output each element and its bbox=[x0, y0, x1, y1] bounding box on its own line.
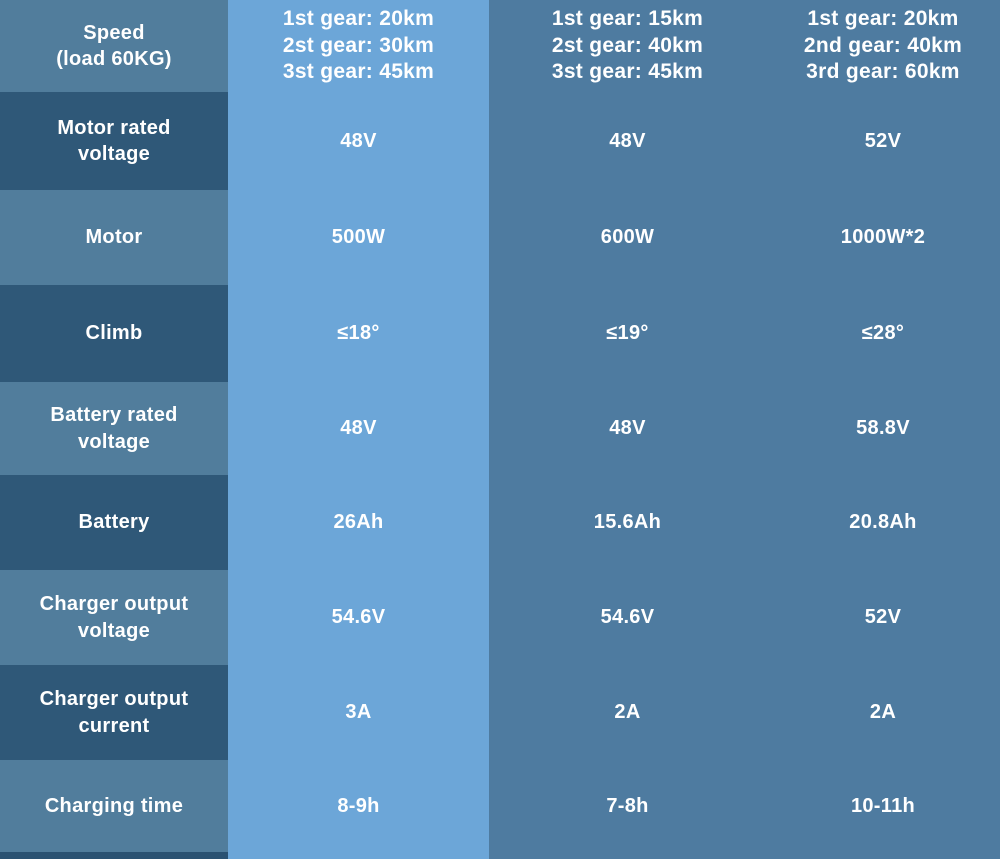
spec-value-battery-rated-voltage-variant3: 58.8V bbox=[766, 382, 1000, 475]
table-row-climb: Climb ≤18° ≤19° ≤28° bbox=[0, 285, 1000, 382]
spec-value-motor-variant2: 600W bbox=[489, 190, 766, 285]
table-row-speed: Speed (load 60KG) 1st gear: 20km 2st gea… bbox=[0, 0, 1000, 92]
table-row-battery: Battery 26Ah 15.6Ah 20.8Ah bbox=[0, 475, 1000, 570]
row-label-speed: Speed (load 60KG) bbox=[0, 0, 228, 92]
partial-row-value-cell-1 bbox=[228, 852, 489, 859]
spec-value-battery-variant2: 15.6Ah bbox=[489, 475, 766, 570]
row-label-charging-time: Charging time bbox=[0, 760, 228, 852]
spec-value-climb-variant2: ≤19° bbox=[489, 285, 766, 382]
spec-value-climb-variant3: ≤28° bbox=[766, 285, 1000, 382]
spec-value-climb-variant1: ≤18° bbox=[228, 285, 489, 382]
row-label-motor: Motor bbox=[0, 190, 228, 285]
spec-value-motor-rated-voltage-variant1: 48V bbox=[228, 92, 489, 190]
table-row-battery-rated-voltage: Battery rated voltage 48V 48V 58.8V bbox=[0, 382, 1000, 475]
row-label-motor-rated-voltage: Motor rated voltage bbox=[0, 92, 228, 190]
spec-value-speed-variant1: 1st gear: 20km 2st gear: 30km 3st gear: … bbox=[228, 0, 489, 92]
spec-value-speed-variant2: 1st gear: 15km 2st gear: 40km 3st gear: … bbox=[489, 0, 766, 92]
table-row-motor: Motor 500W 600W 1000W*2 bbox=[0, 190, 1000, 285]
spec-value-battery-rated-voltage-variant1: 48V bbox=[228, 382, 489, 475]
row-label-charger-output-voltage: Charger output voltage bbox=[0, 570, 228, 665]
table-row-motor-rated-voltage: Motor rated voltage 48V 48V 52V bbox=[0, 92, 1000, 190]
spec-value-speed-variant3: 1st gear: 20km 2nd gear: 40km 3rd gear: … bbox=[766, 0, 1000, 92]
spec-value-battery-variant3: 20.8Ah bbox=[766, 475, 1000, 570]
spec-value-charger-output-current-variant2: 2A bbox=[489, 665, 766, 760]
row-label-battery: Battery bbox=[0, 475, 228, 570]
spec-value-motor-rated-voltage-variant2: 48V bbox=[489, 92, 766, 190]
table-row-partial-next bbox=[0, 852, 1000, 859]
partial-row-value-cell-2 bbox=[489, 852, 766, 859]
partial-row-label-cell bbox=[0, 852, 228, 859]
row-label-battery-rated-voltage: Battery rated voltage bbox=[0, 382, 228, 475]
spec-value-charger-output-voltage-variant3: 52V bbox=[766, 570, 1000, 665]
spec-value-charging-time-variant1: 8-9h bbox=[228, 760, 489, 852]
row-label-charger-output-current: Charger output current bbox=[0, 665, 228, 760]
spec-value-motor-variant1: 500W bbox=[228, 190, 489, 285]
spec-value-charging-time-variant2: 7-8h bbox=[489, 760, 766, 852]
table-row-charging-time: Charging time 8-9h 7-8h 10-11h bbox=[0, 760, 1000, 852]
spec-value-battery-variant1: 26Ah bbox=[228, 475, 489, 570]
spec-value-motor-rated-voltage-variant3: 52V bbox=[766, 92, 1000, 190]
spec-value-charger-output-current-variant1: 3A bbox=[228, 665, 489, 760]
spec-value-charging-time-variant3: 10-11h bbox=[766, 760, 1000, 852]
spec-value-charger-output-voltage-variant1: 54.6V bbox=[228, 570, 489, 665]
table-row-charger-output-voltage: Charger output voltage 54.6V 54.6V 52V bbox=[0, 570, 1000, 665]
spec-value-charger-output-current-variant3: 2A bbox=[766, 665, 1000, 760]
spec-value-charger-output-voltage-variant2: 54.6V bbox=[489, 570, 766, 665]
row-label-climb: Climb bbox=[0, 285, 228, 382]
table-row-charger-output-current: Charger output current 3A 2A 2A bbox=[0, 665, 1000, 760]
partial-row-value-cell-3 bbox=[766, 852, 1000, 859]
spec-value-motor-variant3: 1000W*2 bbox=[766, 190, 1000, 285]
spec-value-battery-rated-voltage-variant2: 48V bbox=[489, 382, 766, 475]
